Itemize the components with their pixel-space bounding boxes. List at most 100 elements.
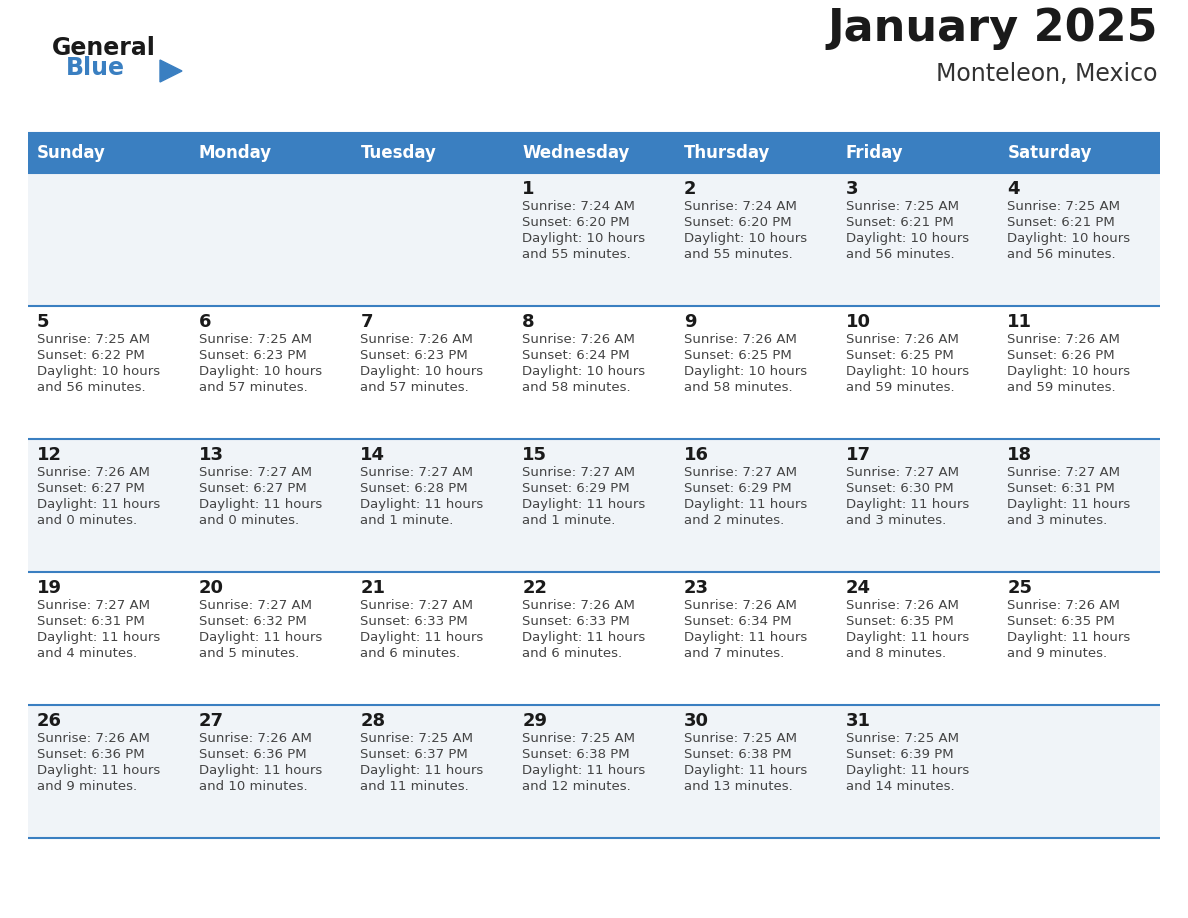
Text: Sunrise: 7:26 AM: Sunrise: 7:26 AM — [1007, 333, 1120, 346]
Text: and 12 minutes.: and 12 minutes. — [523, 780, 631, 793]
Text: Daylight: 11 hours: Daylight: 11 hours — [523, 631, 645, 644]
Text: Daylight: 10 hours: Daylight: 10 hours — [523, 365, 645, 378]
Bar — [29, 173, 190, 306]
Text: Sunrise: 7:26 AM: Sunrise: 7:26 AM — [198, 732, 311, 745]
Text: 28: 28 — [360, 712, 386, 730]
Text: and 58 minutes.: and 58 minutes. — [684, 381, 792, 394]
Text: Daylight: 10 hours: Daylight: 10 hours — [1007, 232, 1131, 245]
Text: Sunrise: 7:26 AM: Sunrise: 7:26 AM — [37, 732, 150, 745]
Text: and 9 minutes.: and 9 minutes. — [1007, 647, 1107, 660]
Text: Sunrise: 7:27 AM: Sunrise: 7:27 AM — [360, 599, 474, 612]
Text: Daylight: 10 hours: Daylight: 10 hours — [523, 232, 645, 245]
Text: Daylight: 11 hours: Daylight: 11 hours — [846, 498, 969, 511]
Text: Sunrise: 7:25 AM: Sunrise: 7:25 AM — [846, 732, 959, 745]
Text: Daylight: 11 hours: Daylight: 11 hours — [1007, 631, 1131, 644]
Bar — [513, 133, 675, 173]
Bar — [29, 439, 190, 572]
Bar — [29, 133, 190, 173]
Text: Sunrise: 7:27 AM: Sunrise: 7:27 AM — [684, 466, 797, 479]
Text: Sunrise: 7:27 AM: Sunrise: 7:27 AM — [1007, 466, 1120, 479]
Text: Sunset: 6:27 PM: Sunset: 6:27 PM — [198, 482, 307, 495]
Text: 3: 3 — [846, 180, 858, 198]
Bar — [352, 133, 513, 173]
Text: Sunrise: 7:27 AM: Sunrise: 7:27 AM — [198, 466, 311, 479]
Text: Daylight: 11 hours: Daylight: 11 hours — [1007, 498, 1131, 511]
Text: Sunrise: 7:25 AM: Sunrise: 7:25 AM — [523, 732, 636, 745]
Text: Daylight: 10 hours: Daylight: 10 hours — [37, 365, 160, 378]
Text: Sunrise: 7:26 AM: Sunrise: 7:26 AM — [846, 333, 959, 346]
Text: Daylight: 10 hours: Daylight: 10 hours — [684, 232, 807, 245]
Bar — [998, 439, 1159, 572]
Text: Daylight: 11 hours: Daylight: 11 hours — [360, 631, 484, 644]
Text: Sunset: 6:33 PM: Sunset: 6:33 PM — [523, 615, 630, 628]
Text: and 55 minutes.: and 55 minutes. — [684, 248, 792, 261]
Text: Sunrise: 7:25 AM: Sunrise: 7:25 AM — [684, 732, 797, 745]
Text: and 5 minutes.: and 5 minutes. — [198, 647, 299, 660]
Bar — [998, 705, 1159, 838]
Bar — [190, 133, 352, 173]
Text: and 11 minutes.: and 11 minutes. — [360, 780, 469, 793]
Text: Sunrise: 7:25 AM: Sunrise: 7:25 AM — [1007, 200, 1120, 213]
Text: Sunset: 6:36 PM: Sunset: 6:36 PM — [37, 748, 145, 761]
Text: 15: 15 — [523, 446, 548, 464]
Text: 11: 11 — [1007, 313, 1032, 331]
Text: 2: 2 — [684, 180, 696, 198]
Text: Daylight: 11 hours: Daylight: 11 hours — [523, 498, 645, 511]
Text: and 55 minutes.: and 55 minutes. — [523, 248, 631, 261]
Text: 4: 4 — [1007, 180, 1019, 198]
Text: Sunset: 6:37 PM: Sunset: 6:37 PM — [360, 748, 468, 761]
Bar — [190, 439, 352, 572]
Text: and 57 minutes.: and 57 minutes. — [198, 381, 308, 394]
Text: 24: 24 — [846, 579, 871, 597]
Bar — [836, 306, 998, 439]
Bar — [675, 572, 836, 705]
Text: and 10 minutes.: and 10 minutes. — [198, 780, 308, 793]
Bar — [998, 133, 1159, 173]
Text: Daylight: 11 hours: Daylight: 11 hours — [198, 631, 322, 644]
Text: 6: 6 — [198, 313, 211, 331]
Text: 12: 12 — [37, 446, 62, 464]
Text: Daylight: 11 hours: Daylight: 11 hours — [360, 764, 484, 777]
Text: Daylight: 11 hours: Daylight: 11 hours — [684, 631, 807, 644]
Text: 23: 23 — [684, 579, 709, 597]
Text: Sunrise: 7:26 AM: Sunrise: 7:26 AM — [523, 333, 636, 346]
Bar — [836, 439, 998, 572]
Text: Sunset: 6:24 PM: Sunset: 6:24 PM — [523, 349, 630, 362]
Text: Sunset: 6:35 PM: Sunset: 6:35 PM — [846, 615, 953, 628]
Text: Sunset: 6:20 PM: Sunset: 6:20 PM — [684, 216, 791, 229]
Text: and 56 minutes.: and 56 minutes. — [37, 381, 146, 394]
Text: and 6 minutes.: and 6 minutes. — [523, 647, 623, 660]
Text: 30: 30 — [684, 712, 709, 730]
Text: Sunday: Sunday — [37, 144, 106, 162]
Text: 31: 31 — [846, 712, 871, 730]
Text: Friday: Friday — [846, 144, 903, 162]
Bar — [513, 173, 675, 306]
Text: and 3 minutes.: and 3 minutes. — [846, 514, 946, 527]
Bar — [675, 133, 836, 173]
Text: and 58 minutes.: and 58 minutes. — [523, 381, 631, 394]
Text: Sunrise: 7:27 AM: Sunrise: 7:27 AM — [360, 466, 474, 479]
Text: Daylight: 11 hours: Daylight: 11 hours — [198, 764, 322, 777]
Text: Sunset: 6:29 PM: Sunset: 6:29 PM — [684, 482, 791, 495]
Text: 21: 21 — [360, 579, 385, 597]
Bar — [29, 572, 190, 705]
Text: Daylight: 10 hours: Daylight: 10 hours — [1007, 365, 1131, 378]
Text: and 56 minutes.: and 56 minutes. — [1007, 248, 1116, 261]
Text: Sunset: 6:38 PM: Sunset: 6:38 PM — [523, 748, 630, 761]
Text: and 59 minutes.: and 59 minutes. — [846, 381, 954, 394]
Text: 26: 26 — [37, 712, 62, 730]
Text: Daylight: 11 hours: Daylight: 11 hours — [360, 498, 484, 511]
Text: Sunrise: 7:24 AM: Sunrise: 7:24 AM — [523, 200, 636, 213]
Text: Sunset: 6:34 PM: Sunset: 6:34 PM — [684, 615, 791, 628]
Text: Daylight: 11 hours: Daylight: 11 hours — [846, 764, 969, 777]
Text: Sunrise: 7:25 AM: Sunrise: 7:25 AM — [198, 333, 311, 346]
Text: Thursday: Thursday — [684, 144, 770, 162]
Text: Sunset: 6:23 PM: Sunset: 6:23 PM — [198, 349, 307, 362]
Text: Daylight: 10 hours: Daylight: 10 hours — [846, 365, 968, 378]
Text: and 8 minutes.: and 8 minutes. — [846, 647, 946, 660]
Text: Wednesday: Wednesday — [523, 144, 630, 162]
Bar — [190, 306, 352, 439]
Text: Sunset: 6:30 PM: Sunset: 6:30 PM — [846, 482, 953, 495]
Text: January 2025: January 2025 — [828, 7, 1158, 50]
Text: Sunrise: 7:25 AM: Sunrise: 7:25 AM — [360, 732, 474, 745]
